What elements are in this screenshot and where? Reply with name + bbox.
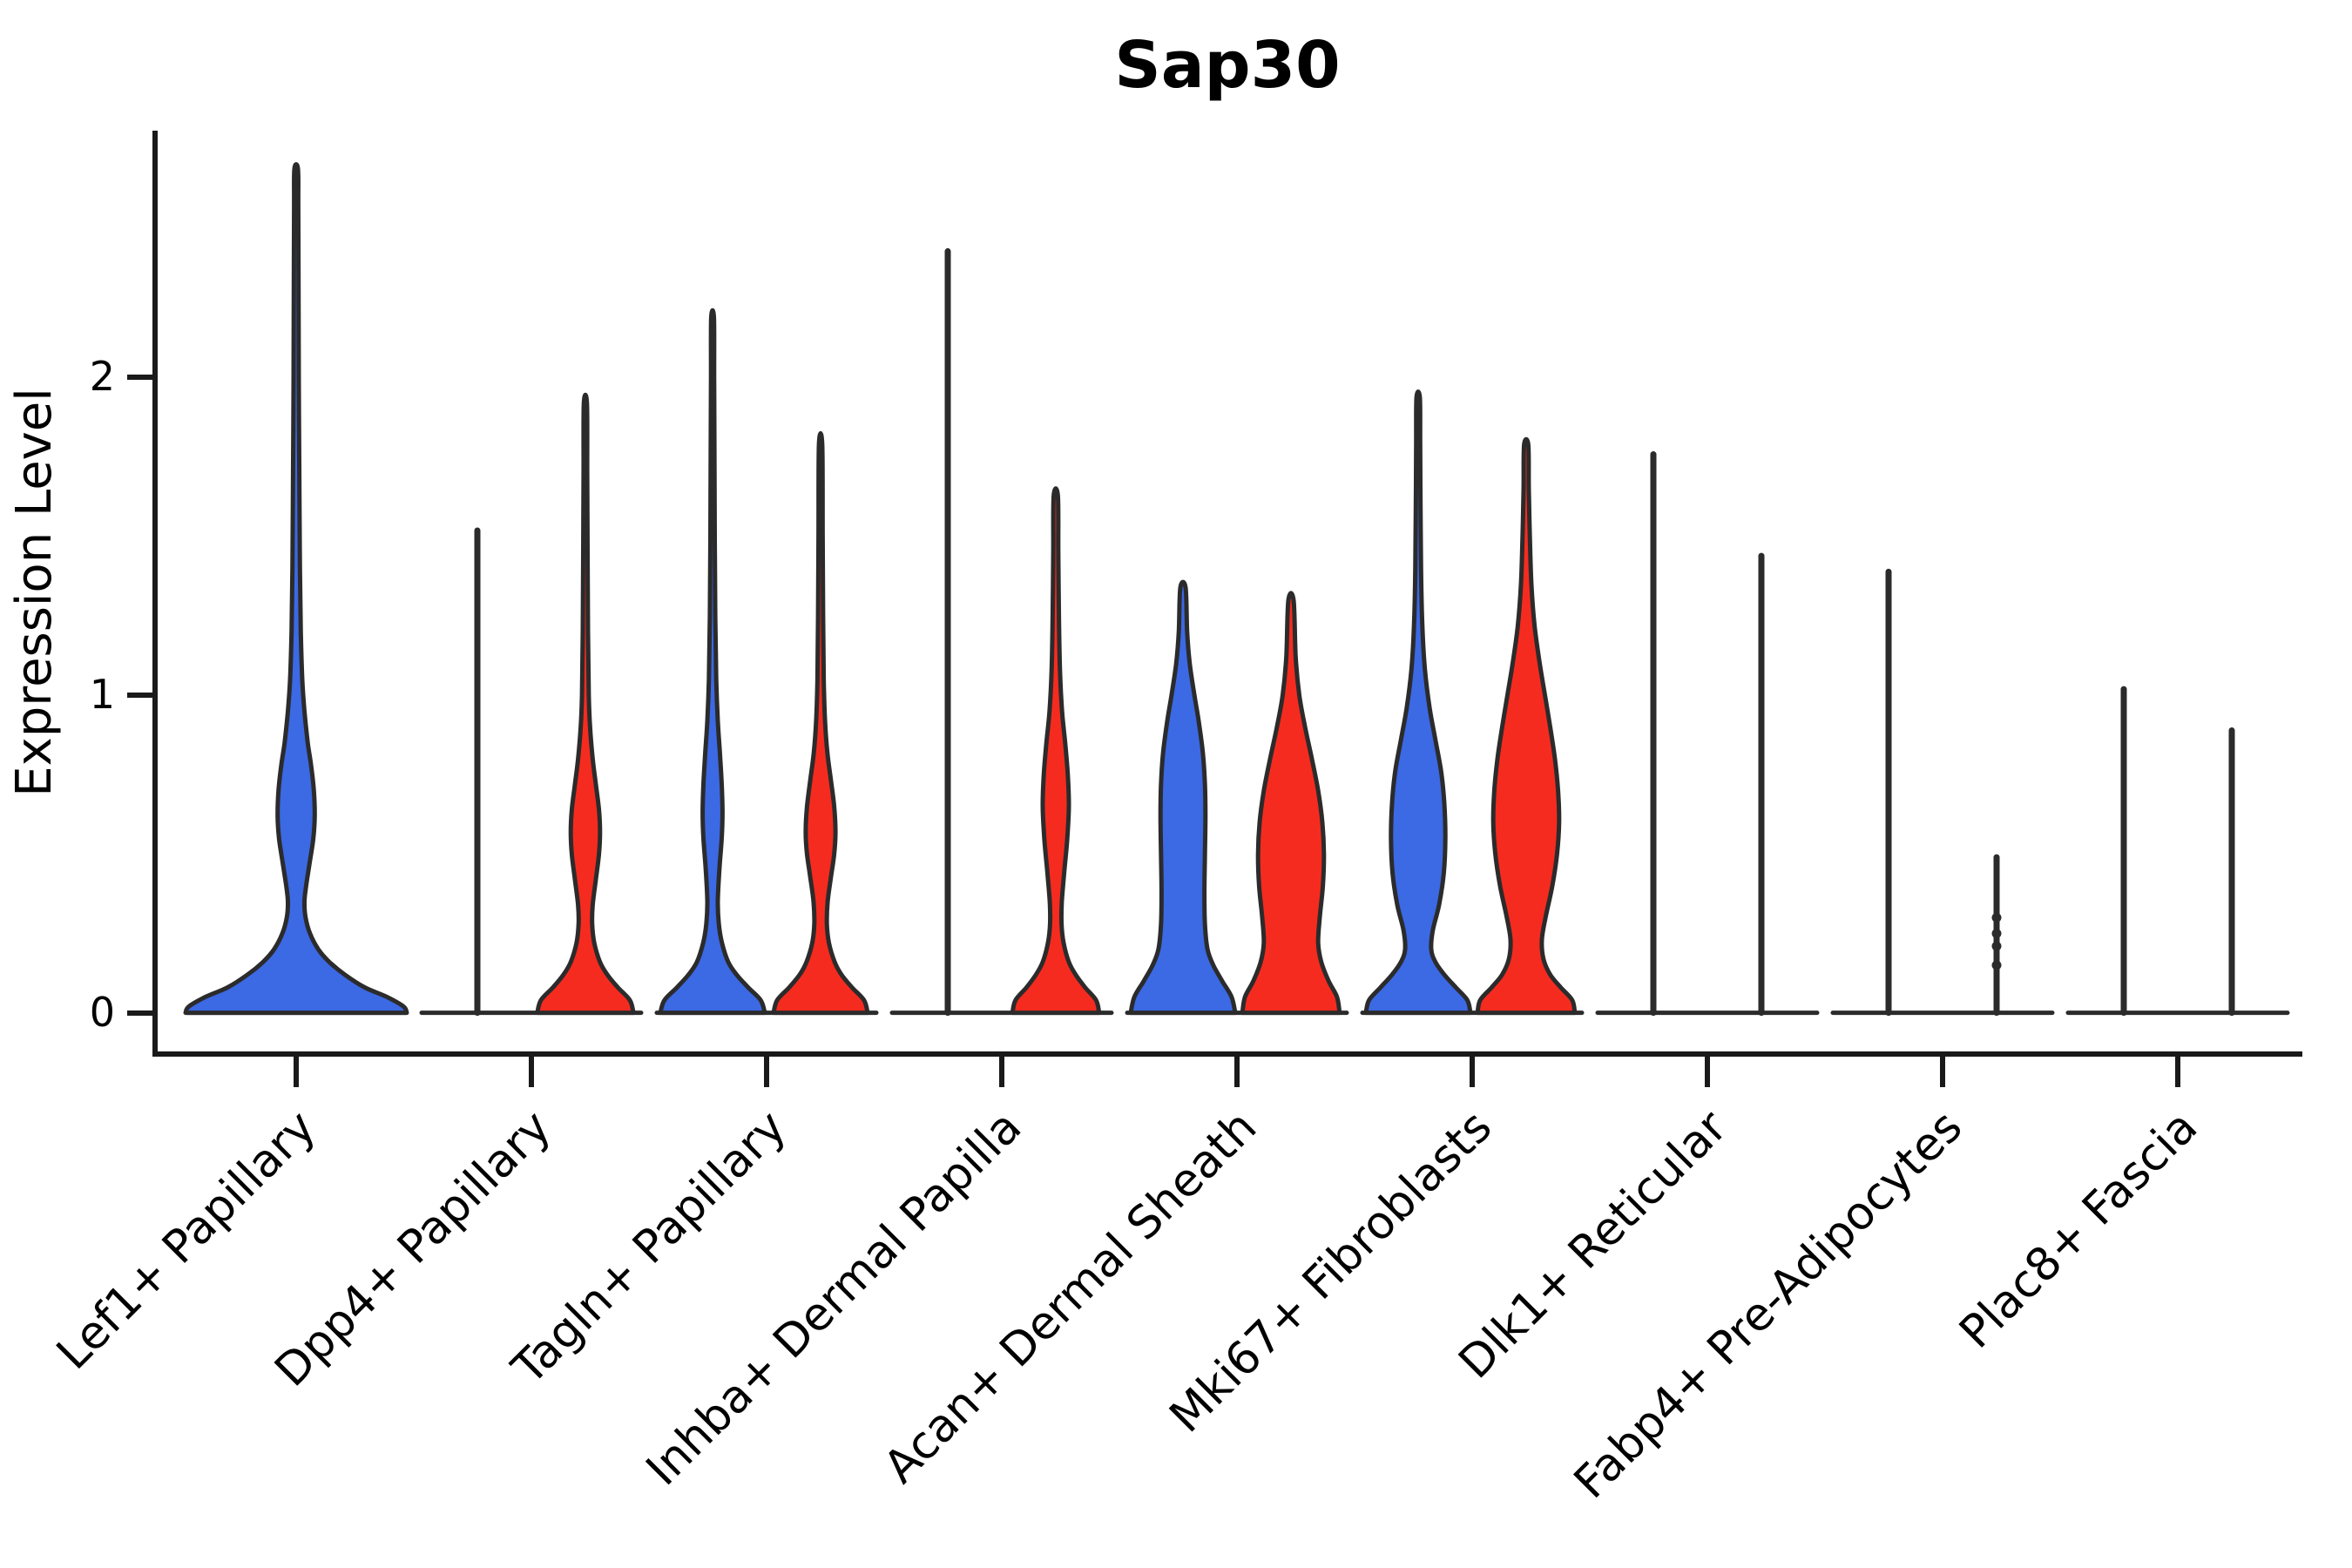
outlier-dot: [1991, 912, 2002, 923]
violin-shape-red: [535, 392, 636, 1016]
violin-shape-red: [1475, 436, 1578, 1016]
x-tick-label-plac8: Plac8+ Fascia: [1950, 1101, 2207, 1359]
y-tick-label-0: 0: [90, 989, 115, 1036]
violin-shape-red: [1010, 486, 1102, 1016]
x-tick-label-lef1: Lef1+ Papillary: [47, 1101, 326, 1380]
violin-shape-blue: [1363, 389, 1473, 1016]
violin-shape-blue: [658, 308, 767, 1016]
violin-shape-blue: [1128, 579, 1238, 1016]
violin-shape-red: [1240, 591, 1342, 1016]
y-axis-label: Expression Level: [6, 388, 63, 797]
chart-title: Sap30: [1114, 28, 1340, 103]
x-tick-label-inhba: Inhba+ Dermal Papilla: [637, 1101, 1031, 1496]
y-tick-label-1: 1: [90, 671, 115, 718]
violins-layer: [183, 162, 2235, 1017]
x-tick-label-acan: Acan+ Dermal Sheath: [875, 1101, 1267, 1494]
outlier-dot: [1991, 929, 2002, 939]
outlier-dot: [1991, 960, 2002, 970]
x-tick-label-fabp4: Fabp4+ Pre-Adipocytes: [1565, 1101, 1972, 1509]
outlier-points-layer: [1991, 912, 2002, 970]
violin-shape-red: [771, 430, 870, 1016]
outlier-dot: [1991, 941, 2002, 951]
y-tick-label-2: 2: [90, 353, 115, 400]
violin-shape-blue: [183, 162, 409, 1016]
